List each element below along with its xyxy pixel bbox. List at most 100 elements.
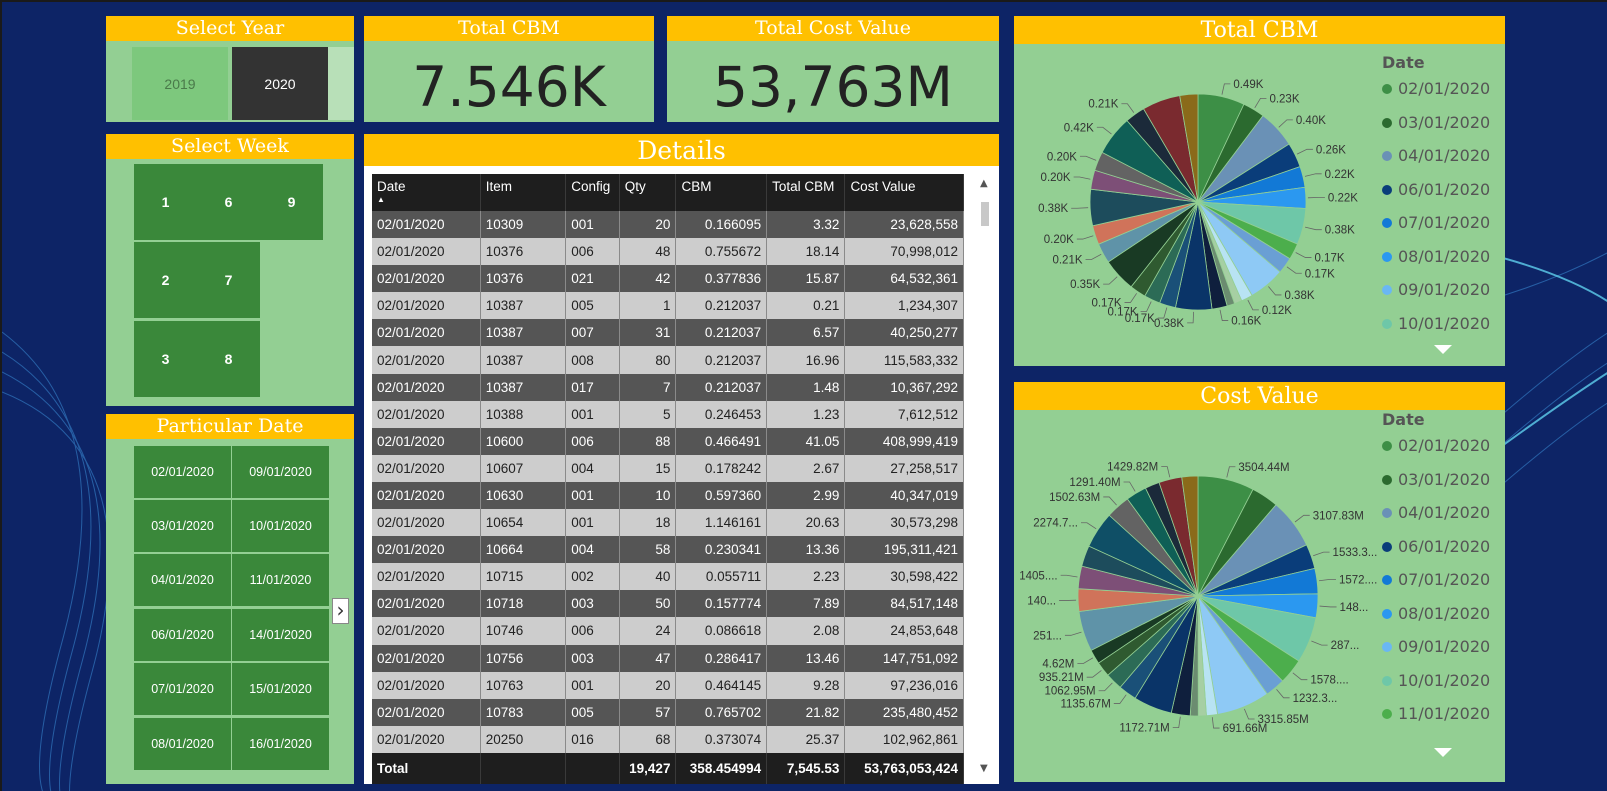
scroll-up-icon[interactable]: ▲ — [980, 178, 988, 189]
column-header-cbm[interactable]: CBM — [675, 174, 768, 211]
cell-config: 001 — [565, 481, 620, 510]
legend-item[interactable]: 08/01/2020 — [1382, 247, 1490, 281]
legend-item[interactable]: 06/01/2020 — [1382, 537, 1490, 571]
table-row[interactable]: 02/01/2020 10376 006 48 0.755672 18.14 70,998,… — [372, 238, 964, 266]
date-tile[interactable]: 16/01/2020 — [232, 718, 329, 770]
date-tile[interactable]: 10/01/2020 — [232, 500, 329, 552]
legend-scroll-down-icon[interactable] — [1434, 748, 1452, 757]
column-header-config[interactable]: Config — [565, 174, 620, 211]
legend-item[interactable]: 08/01/2020 — [1382, 604, 1490, 638]
cell-cbm: 0.230341 — [675, 536, 768, 564]
scrollbar-thumb[interactable] — [981, 202, 989, 226]
column-header-cost-value[interactable]: Cost Value — [844, 174, 964, 211]
cell-item: 10718 — [480, 590, 567, 618]
table-row[interactable]: 02/01/2020 10387 008 80 0.212037 16.96 115,583… — [372, 346, 964, 374]
pie-leader-line — [1077, 657, 1094, 664]
date-tile[interactable]: 11/01/2020 — [232, 554, 329, 606]
cell-qty: 10 — [619, 481, 677, 510]
legend-item[interactable]: 03/01/2020 — [1382, 470, 1490, 504]
pie-leader-line — [1292, 672, 1308, 681]
scroll-down-icon[interactable]: ▼ — [980, 763, 988, 774]
cell-cost-value: 1,234,307 — [844, 292, 964, 320]
pie-data-label: 148... — [1340, 602, 1369, 614]
table-row[interactable]: 02/01/2020 10607 004 15 0.178242 2.67 27,258,5… — [372, 454, 964, 482]
legend-item[interactable]: 03/01/2020 — [1382, 113, 1490, 147]
week-1-tile[interactable]: 1 — [134, 164, 197, 240]
date-tile[interactable]: 07/01/2020 — [134, 663, 231, 715]
table-row[interactable]: 02/01/2020 10630 001 10 0.597360 2.99 40,347,0… — [372, 481, 964, 510]
legend-item[interactable]: 04/01/2020 — [1382, 146, 1490, 180]
cell-total-cbm: 25.37 — [766, 725, 846, 753]
table-row[interactable]: 02/01/2020 10715 002 40 0.055711 2.23 30,598,4… — [372, 563, 964, 591]
table-vertical-scrollbar[interactable]: ▲ ▼ — [977, 174, 993, 778]
date-tile[interactable]: 09/01/2020 — [232, 446, 329, 498]
week-6-tile[interactable]: 6 — [197, 164, 260, 240]
legend-item[interactable]: 07/01/2020 — [1382, 213, 1490, 247]
pie-slice[interactable] — [1181, 475, 1199, 597]
week-2-tile[interactable]: 2 — [134, 242, 197, 318]
table-row[interactable]: 02/01/2020 10654 001 18 1.146161 20.63 30,573,… — [372, 509, 964, 537]
pie-data-label: 3107.83M — [1313, 510, 1364, 522]
week-9-tile[interactable]: 9 — [260, 164, 323, 240]
table-row[interactable]: 02/01/2020 10763 001 20 0.464145 9.28 97,236,0… — [372, 671, 964, 699]
date-slicer-next-button[interactable]: › — [332, 598, 349, 624]
cell-total-cbm: 13.36 — [766, 536, 846, 564]
legend-item[interactable]: 10/01/2020 — [1382, 671, 1490, 705]
cell-cbm: 0.212037 — [675, 373, 768, 401]
date-tile[interactable]: 14/01/2020 — [232, 609, 329, 661]
table-row[interactable]: 02/01/2020 20250 016 68 0.373074 25.37 102,962… — [372, 725, 964, 753]
year-2019-button[interactable]: 2019 — [132, 47, 228, 120]
cell-total-cbm: 16.96 — [766, 346, 846, 374]
pie-data-label: 0.22K — [1325, 169, 1355, 181]
table-row[interactable]: 02/01/2020 10387 017 7 0.212037 1.48 10,367,29… — [372, 373, 964, 401]
cell-total-cbm: 2.99 — [766, 481, 846, 510]
date-tile[interactable]: 08/01/2020 — [134, 718, 231, 770]
table-row[interactable]: 02/01/2020 10718 003 50 0.157774 7.89 84,517,1… — [372, 590, 964, 618]
pie-leader-line — [1103, 276, 1118, 285]
legend-item[interactable]: 09/01/2020 — [1382, 637, 1490, 671]
date-tile[interactable]: 15/01/2020 — [232, 663, 329, 715]
table-row[interactable]: 02/01/2020 10309 001 20 0.166095 3.32 23,628,5… — [372, 211, 964, 239]
pie-slice[interactable] — [1179, 93, 1199, 203]
week-7-tile[interactable]: 7 — [197, 242, 260, 318]
legend-item[interactable]: 04/01/2020 — [1382, 503, 1490, 537]
date-tile[interactable]: 04/01/2020 — [134, 554, 231, 606]
legend-item[interactable]: 07/01/2020 — [1382, 570, 1490, 604]
cell-item: 10630 — [480, 481, 567, 510]
select-week-title: Select Week — [106, 134, 354, 159]
year-2020-button[interactable]: 2020 — [232, 47, 328, 120]
total-cbm-legend: Date 02/01/2020 03/01/2020 04/01/2020 06/01… — [1382, 53, 1490, 347]
table-row[interactable]: 02/01/2020 10387 005 1 0.212037 0.21 1,234,307 — [372, 292, 964, 320]
legend-item[interactable]: 02/01/2020 — [1382, 79, 1490, 113]
table-row[interactable]: 02/01/2020 10746 006 24 0.086618 2.08 24,853,6… — [372, 617, 964, 645]
week-3-tile[interactable]: 3 — [134, 321, 197, 397]
legend-item[interactable]: 10/01/2020 — [1382, 314, 1490, 348]
table-row[interactable]: 02/01/2020 10376 021 42 0.377836 15.87 64,532,… — [372, 265, 964, 293]
date-tile[interactable]: 06/01/2020 — [134, 609, 231, 661]
cell-item: 10309 — [480, 211, 567, 239]
table-row[interactable]: 02/01/2020 10783 005 57 0.765702 21.82 235,480… — [372, 698, 964, 726]
pie-data-label: 4.62M — [1042, 658, 1074, 670]
pie-data-label: 0.40K — [1296, 115, 1326, 127]
particular-date-slicer: Particular Date 02/01/2020 09/01/2020 03… — [106, 414, 354, 784]
column-header-qty[interactable]: Qty — [619, 174, 677, 211]
legend-item[interactable]: 11/01/2020 — [1382, 704, 1490, 738]
table-row[interactable]: 02/01/2020 10387 007 31 0.212037 6.57 40,250,2… — [372, 319, 964, 347]
date-tile[interactable]: 02/01/2020 — [134, 446, 231, 498]
legend-scroll-down-icon[interactable] — [1434, 345, 1452, 354]
date-tile[interactable]: 03/01/2020 — [134, 500, 231, 552]
table-row[interactable]: 02/01/2020 10664 004 58 0.230341 13.36 195,311… — [372, 536, 964, 564]
legend-item[interactable]: 09/01/2020 — [1382, 280, 1490, 314]
legend-item[interactable]: 06/01/2020 — [1382, 180, 1490, 214]
table-row[interactable]: 02/01/2020 10600 006 88 0.466491 41.05 408,999… — [372, 427, 964, 455]
cell-cbm: 0.597360 — [675, 481, 768, 510]
legend-item[interactable]: 02/01/2020 — [1382, 436, 1490, 470]
column-header-item[interactable]: Item — [480, 174, 567, 211]
week-8-tile[interactable]: 8 — [197, 321, 260, 397]
column-header-total-cbm[interactable]: Total CBM — [766, 174, 846, 211]
pie-data-label: 3315.85M — [1258, 714, 1309, 726]
table-row[interactable]: 02/01/2020 10756 003 47 0.286417 13.46 147,751… — [372, 644, 964, 672]
column-header-date[interactable]: Date ▲ — [372, 174, 481, 211]
table-row[interactable]: 02/01/2020 10388 001 5 0.246453 1.23 7,612,512 — [372, 400, 964, 428]
pie-leader-line — [1221, 83, 1231, 95]
